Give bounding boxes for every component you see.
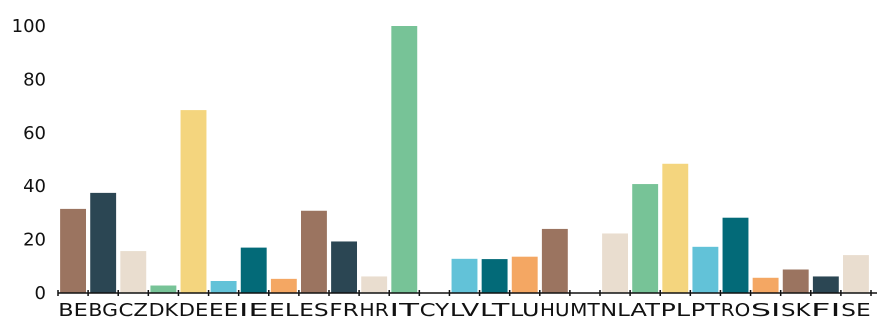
x-tick-label-lu: LU — [510, 300, 540, 321]
bar-fi — [812, 276, 839, 293]
x-tick-label-dk: DK — [149, 300, 180, 321]
bar-lu — [511, 256, 538, 293]
y-tick-label: 80 — [23, 69, 46, 90]
x-tick-label-mt: MT — [570, 300, 601, 321]
x-tick-label-el: EL — [269, 300, 299, 321]
bar-dk — [150, 285, 177, 293]
bar-at — [632, 184, 659, 293]
x-tick-label-ie: IE — [239, 300, 269, 321]
bar-el — [270, 278, 297, 293]
x-tick-label-ee: EE — [209, 300, 239, 321]
y-tick-label: 40 — [23, 176, 46, 197]
x-tick-label-at: AT — [630, 300, 661, 321]
x-tick-label-ro: RO — [721, 300, 751, 321]
x-tick-label-pl: PL — [661, 300, 691, 321]
x-tick-label-fr: FR — [329, 300, 359, 321]
x-tick-label-nl: NL — [600, 300, 630, 321]
bar-it — [391, 26, 418, 293]
bar-pt — [692, 246, 719, 293]
bar-ro — [722, 217, 749, 293]
bars — [60, 26, 869, 294]
bar-be — [60, 208, 87, 293]
y-tick-label: 60 — [23, 123, 46, 144]
bar-de — [180, 110, 207, 293]
bar-hu — [541, 228, 568, 293]
x-tick-label-bg: BG — [88, 300, 118, 321]
x-tick-label-hu: HU — [540, 300, 570, 321]
x-tick-label-be: BE — [58, 300, 88, 321]
x-tick-label-sk: SK — [781, 300, 812, 321]
y-tick-label: 100 — [12, 16, 46, 37]
bar-ee — [210, 280, 237, 293]
bar-cz — [120, 251, 147, 293]
bar-fr — [331, 241, 358, 293]
x-tick-label-pt: PT — [691, 300, 722, 321]
bar-bg — [90, 192, 117, 294]
x-tick-label-si: SI — [751, 300, 781, 321]
bar-es — [301, 210, 327, 293]
y-tick-label: 20 — [23, 230, 46, 251]
x-tick-label-cz: CZ — [119, 300, 149, 321]
x-tick-label-cy: CY — [420, 300, 451, 321]
x-axis-tick-marks — [57, 290, 872, 296]
x-tick-label-es: ES — [299, 300, 329, 321]
bar-lt — [481, 259, 508, 293]
bar-sk — [782, 269, 809, 293]
y-tick-label: 0 — [35, 283, 46, 304]
bar-nl — [602, 233, 629, 293]
bar-hr — [361, 276, 388, 293]
x-tick-label-fi: FI — [811, 300, 841, 321]
x-tick-label-lt: LT — [480, 300, 511, 321]
bar-si — [752, 277, 779, 293]
x-tick-label-lv: LV — [450, 300, 480, 321]
bar-pl — [662, 163, 689, 293]
bar-se — [843, 255, 869, 293]
bar-lv — [451, 258, 478, 293]
bar-ie — [240, 247, 267, 293]
x-tick-label-hr: HR — [359, 300, 389, 321]
x-tick-label-de: DE — [179, 300, 209, 321]
x-tick-label-se: SE — [841, 300, 871, 321]
x-tick-label-it: IT — [390, 300, 421, 321]
y-axis-ticks: 0 20 40 60 80 100 — [12, 16, 46, 304]
